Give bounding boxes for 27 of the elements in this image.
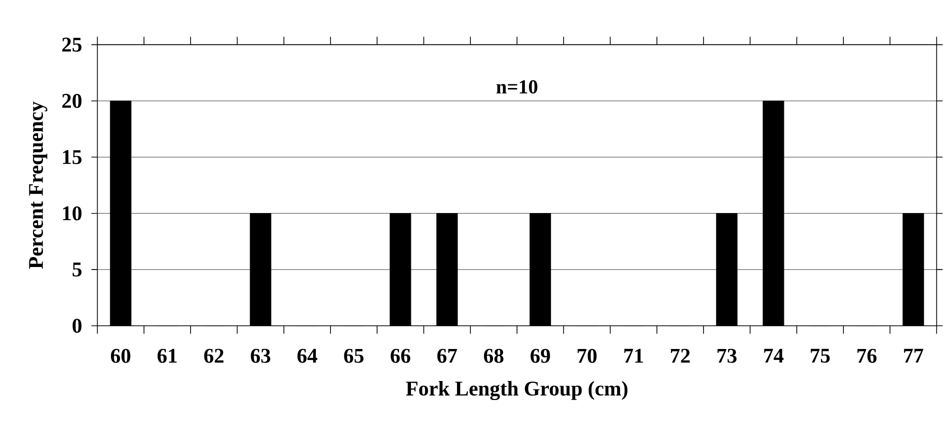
- x-tick-label: 64: [297, 348, 318, 363]
- x-tick-label: 71: [624, 348, 643, 363]
- x-tick-label: 63: [250, 348, 270, 363]
- x-tick-label: 72: [670, 348, 690, 363]
- y-tick-label: 25: [62, 38, 82, 52]
- x-tick-label: 74: [764, 348, 784, 363]
- x-tick-label: 62: [204, 348, 224, 363]
- x-tick-label: 66: [390, 348, 410, 363]
- x-tick-label: 65: [344, 348, 364, 363]
- y-tick-label: 5: [72, 262, 82, 276]
- x-tick-label: 61: [158, 348, 177, 363]
- x-tick-label: 60: [110, 348, 130, 363]
- y-tick-label: 0: [72, 318, 82, 333]
- x-axis-title: Fork Length Group (cm): [406, 380, 628, 400]
- x-tick-label: 68: [484, 348, 504, 363]
- x-tick-label: 73: [718, 348, 737, 363]
- x-tick-label: 77: [904, 348, 924, 362]
- x-tick-label: 70: [578, 348, 597, 363]
- x-tick-label: 67: [437, 348, 457, 363]
- x-tick-label: 75: [810, 348, 830, 363]
- x-tick-label: 76: [857, 348, 877, 363]
- y-axis-title: Percent Frequency: [29, 102, 48, 269]
- y-tick-label: 20: [62, 94, 82, 108]
- x-tick-label: 69: [530, 348, 550, 363]
- y-tick-label: 15: [63, 150, 82, 164]
- annotation: n=10: [496, 80, 538, 94]
- y-tick-label: 10: [63, 206, 82, 220]
